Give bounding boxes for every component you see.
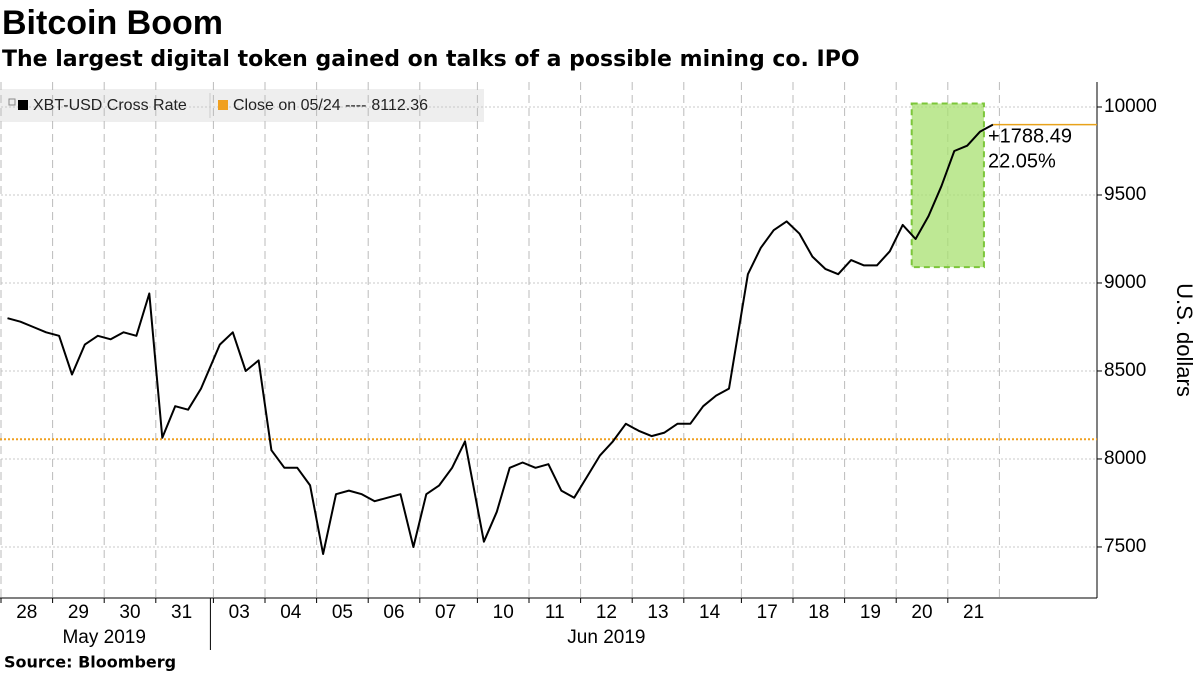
- x-tick-label: 07: [435, 602, 456, 623]
- x-tick-label: 21: [963, 602, 984, 623]
- legend-label: Close on 05/24 ----: [233, 97, 366, 114]
- y-tick-label: 9000: [1104, 272, 1146, 293]
- x-tick-label: 17: [757, 602, 778, 623]
- group-label: Jun 2019: [567, 627, 645, 648]
- x-tick-label: 11: [545, 602, 565, 623]
- y-tick-label: 8500: [1104, 360, 1146, 381]
- chart-title: Bitcoin Boom: [2, 4, 223, 42]
- legend-icon: [8, 98, 16, 106]
- y-axis-label: U.S. dollars: [1172, 283, 1197, 397]
- x-tick-label: 31: [171, 602, 192, 623]
- x-tick-label: 28: [16, 602, 37, 623]
- legend-swatch: [218, 100, 228, 110]
- price-line: [7, 123, 994, 555]
- y-tick-label: 7500: [1104, 536, 1146, 557]
- y-tick-label: 9500: [1104, 184, 1146, 205]
- y-tick-label: 8000: [1104, 448, 1146, 469]
- highlight-box: [910, 102, 985, 269]
- x-tick-label: 18: [808, 602, 829, 623]
- legend-box: [0, 89, 484, 122]
- source: Source: Bloomberg: [4, 653, 176, 672]
- x-tick-label: 06: [383, 602, 404, 623]
- x-tick-label: 10: [493, 602, 514, 623]
- x-tick-label: 12: [596, 602, 617, 623]
- x-tick-label: 14: [699, 602, 721, 623]
- x-tick-label: 05: [332, 602, 353, 623]
- x-tick-label: 03: [229, 602, 250, 623]
- x-tick-label: 20: [911, 602, 932, 623]
- x-tick-label: 29: [68, 602, 89, 623]
- x-tick-label: 04: [280, 602, 302, 623]
- y-tick-label: 10000: [1104, 96, 1157, 117]
- x-tick-label: 13: [647, 602, 668, 623]
- legend-value: 8112.36: [371, 97, 428, 114]
- annotation-label: +1788.49: [988, 125, 1072, 147]
- x-tick-label: 30: [119, 602, 140, 623]
- chart-subtitle: The largest digital token gained on talk…: [2, 47, 860, 72]
- x-tick-label: 19: [860, 602, 881, 623]
- group-label: May 2019: [62, 627, 145, 648]
- legend-label: XBT-USD Cross Rate: [33, 97, 187, 114]
- annotation-label: 22.05%: [988, 150, 1056, 172]
- legend-swatch: [18, 100, 28, 110]
